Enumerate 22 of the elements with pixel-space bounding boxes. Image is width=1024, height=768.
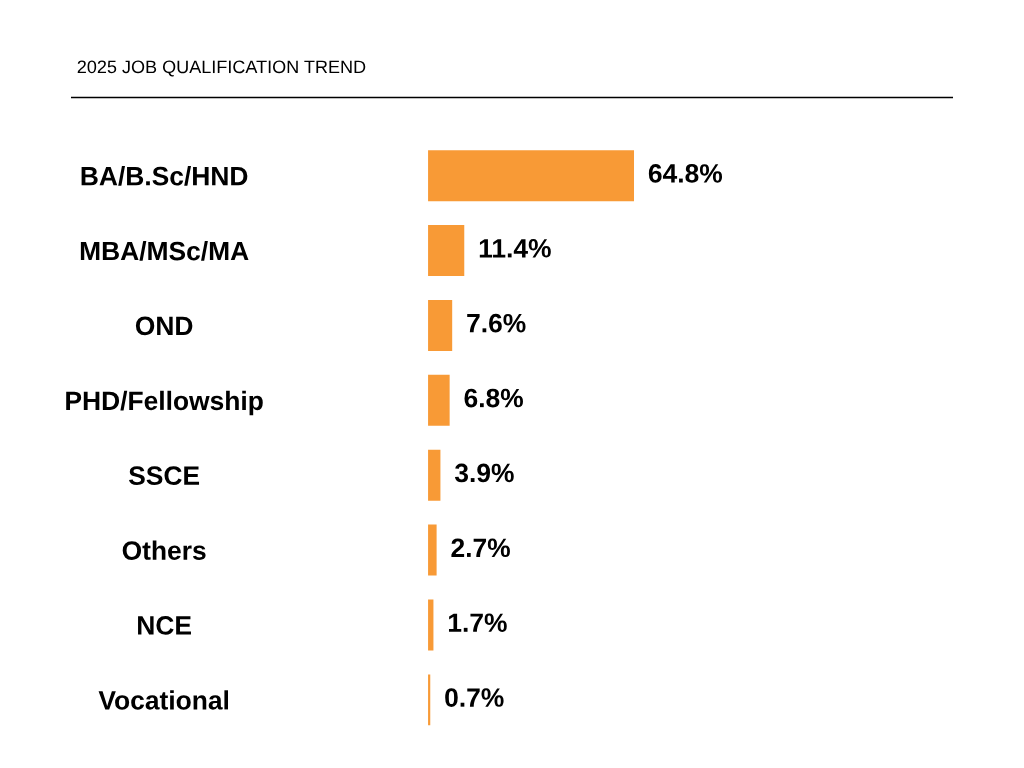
y-tick-label: Vocational [98,690,229,710]
data-label: 6.8% [464,388,523,408]
y-tick-label: NCE [138,616,191,635]
y-tick-label: PHD/Fellowship [66,390,263,416]
y-tick-label: MBA/MSc/MA [80,241,249,261]
text: 2025 JOB QUALIFICATION TREND [77,60,366,77]
data-label: 11.4% [479,239,551,258]
bar [428,150,635,202]
bar [428,524,437,576]
data-label: 7.6% [467,313,526,333]
bar [428,374,450,426]
bar [428,299,453,351]
bar [428,225,465,277]
y-tick-label: OND [135,316,193,336]
data-label: 1.7% [448,613,507,632]
y-tick-label: BA/B.Sc/HND [81,166,248,186]
y-tick-label: Others [122,540,206,560]
data-label: 2.7% [451,538,510,558]
y-tick-label: SSCE [128,466,200,486]
data-label: 3.9% [454,463,514,483]
data-label: 64.8% [648,164,723,183]
data-label: 0.7% [445,688,504,707]
